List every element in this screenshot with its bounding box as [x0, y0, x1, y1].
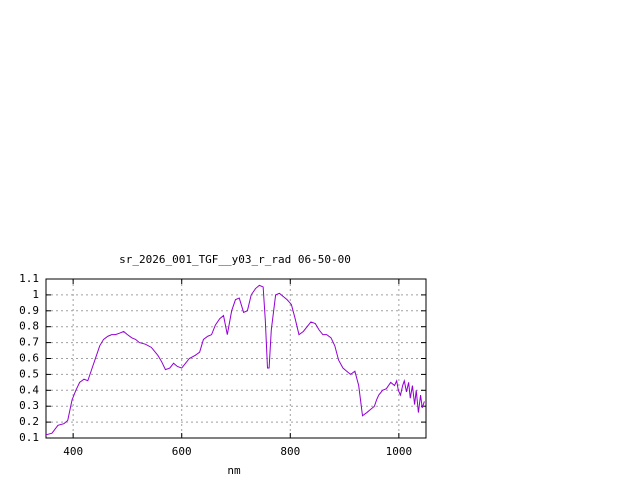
y-tick-label: 1.1: [19, 272, 39, 285]
x-tick-label: 1000: [386, 445, 413, 458]
x-axis-label: nm: [227, 464, 241, 477]
y-tick-label: 0.1: [19, 431, 39, 444]
chart-title: sr_2026_001_TGF__y03_r_rad 06-50-00: [119, 253, 351, 266]
y-tick-label: 0.2: [19, 415, 39, 428]
x-tick-label: 800: [280, 445, 300, 458]
y-tick-label: 0.3: [19, 399, 39, 412]
data-line: [45, 284, 425, 436]
y-tick-label: 0.5: [19, 367, 39, 380]
y-tick-label: 0.4: [19, 383, 39, 396]
y-tick-label: 0.8: [19, 320, 39, 333]
x-tick-label: 600: [172, 445, 192, 458]
y-tick-label: 0.9: [19, 304, 39, 317]
x-tick-label: 400: [63, 445, 83, 458]
y-tick-label: 0.6: [19, 352, 39, 365]
y-tick-label: 1: [32, 288, 39, 301]
y-tick-label: 0.7: [19, 336, 39, 349]
plot-frame: [45, 278, 427, 439]
